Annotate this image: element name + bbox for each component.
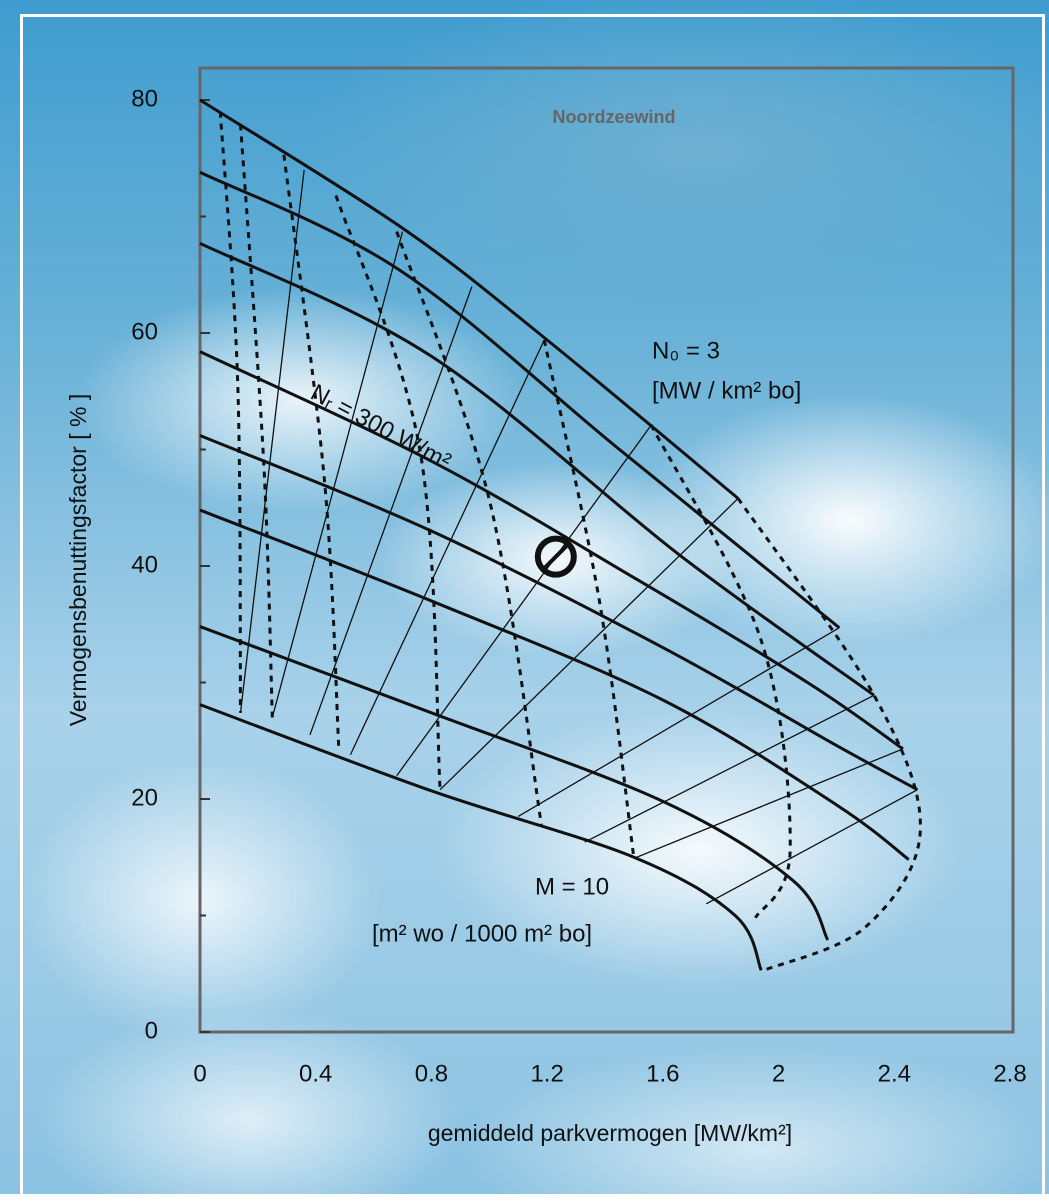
annotation: M = 10 — [535, 873, 609, 900]
curve-dashed — [395, 231, 543, 825]
curve-dashed — [334, 195, 442, 790]
curve-dashed — [218, 111, 242, 713]
curve-dashed — [649, 424, 792, 919]
y-tick-label: 40 — [131, 551, 158, 578]
x-tick-label: 1.6 — [646, 1060, 679, 1087]
curve-solid — [199, 98, 740, 500]
curve-thin — [439, 497, 739, 791]
curve-solid — [199, 508, 910, 861]
marker-cross — [541, 542, 571, 572]
x-tick-label: 0 — [193, 1060, 206, 1087]
curve-thin — [517, 627, 840, 818]
y-axis-label: Vermogensbenuttingsfactor [ % ] — [65, 394, 91, 726]
annotation: N₀ = 3 — [652, 337, 720, 364]
frame — [20, 14, 1045, 1204]
curve-thin — [239, 169, 305, 713]
x-tick-label: 2 — [772, 1060, 785, 1087]
curve-thin — [396, 424, 652, 777]
x-tick-label: 0.4 — [299, 1060, 332, 1087]
x-tick-label: 0.8 — [415, 1060, 448, 1087]
curve-thin — [309, 286, 473, 736]
curve-thin — [633, 748, 904, 860]
curve-solid — [199, 170, 841, 629]
curve-dashed — [736, 497, 922, 972]
curve-dashed — [542, 339, 636, 859]
y-tick-label: 60 — [131, 318, 158, 345]
chart-title: Noordzeewind — [552, 107, 675, 127]
marker — [534, 535, 577, 578]
curve-thin — [349, 339, 545, 756]
curve-solid — [199, 241, 875, 697]
curve-thin — [271, 231, 404, 718]
curve-solid — [199, 434, 919, 791]
plot-frame — [198, 66, 1015, 1034]
annotation: [MW / km² bo] — [652, 377, 801, 404]
x-tick-label: 1.2 — [530, 1060, 563, 1087]
annotation: [m² wo / 1000 m² bo] — [372, 920, 592, 947]
curve-thin — [705, 789, 918, 905]
curve-dashed — [239, 124, 274, 718]
curve-thin — [584, 694, 875, 843]
x-tick-label: 2.4 — [878, 1060, 911, 1087]
curve-solid — [199, 350, 904, 751]
y-tick-label: 20 — [131, 784, 158, 811]
curve-solid — [199, 703, 763, 971]
x-axis-label: gemiddeld parkvermogen [MW/km²] — [428, 1120, 792, 1146]
x-tick-label: 2.8 — [993, 1060, 1026, 1087]
y-tick-label: 80 — [131, 85, 158, 112]
curve-solid — [199, 625, 830, 941]
y-tick-label: 0 — [145, 1017, 158, 1044]
curve-dashed — [282, 154, 341, 751]
